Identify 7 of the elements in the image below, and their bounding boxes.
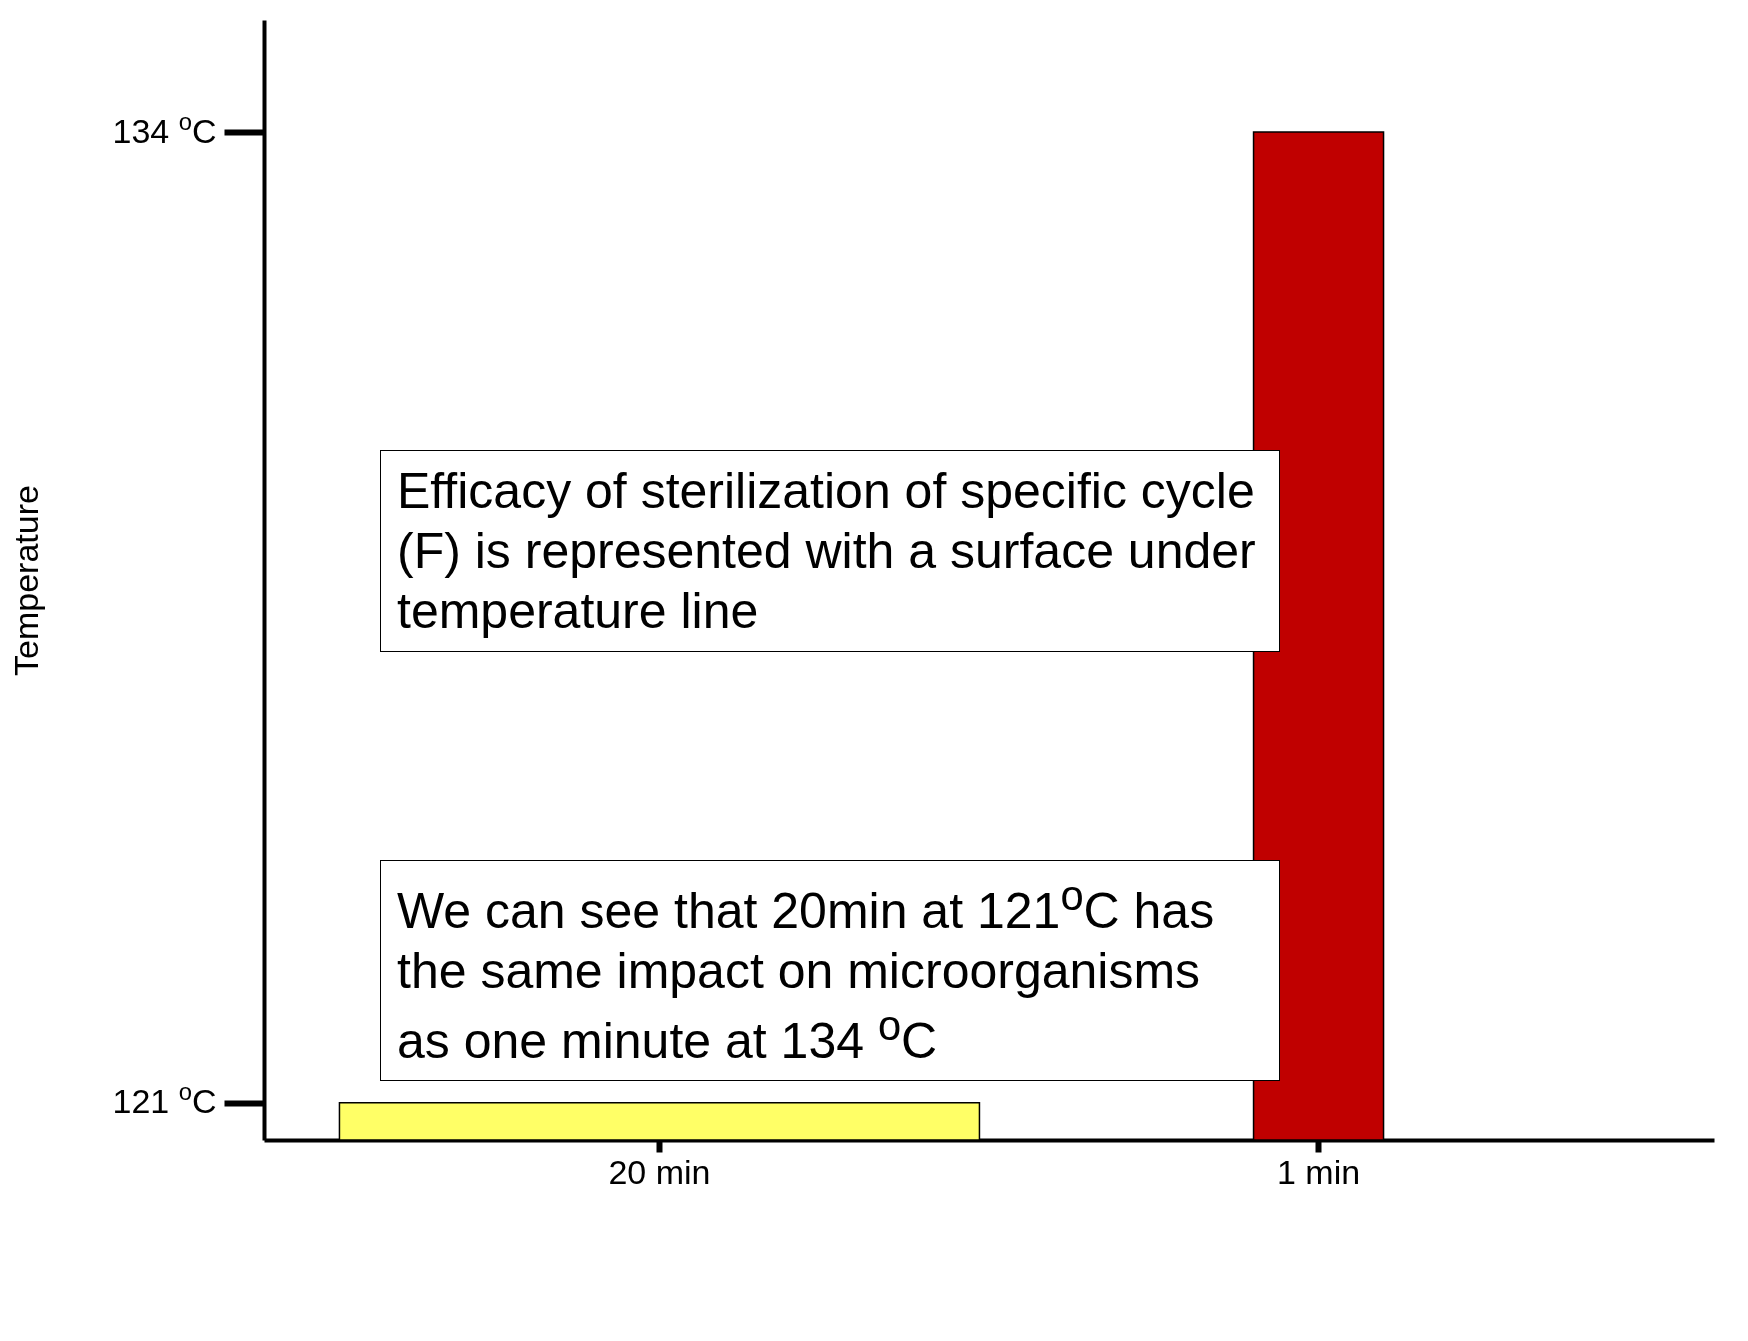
annotation: Efficacy of sterilization of specific cycle (F) is represented with a surface under temperature line <box>380 450 1280 652</box>
y-tick-label: 121 $^{o}$C <box>112 1077 217 1121</box>
x-tick-label: 1 min <box>1276 1152 1361 1191</box>
y-tick-label: 134 $^{o}$C <box>112 107 217 150</box>
x-tick-label: 20 min <box>608 1152 711 1191</box>
annotation: We can see that 20min at 121$^{o}$C has the same impact on microorganisms as one minute at 134 $^{o}$C <box>380 860 1280 1082</box>
y-axis-title: Temperature <box>6 485 45 676</box>
